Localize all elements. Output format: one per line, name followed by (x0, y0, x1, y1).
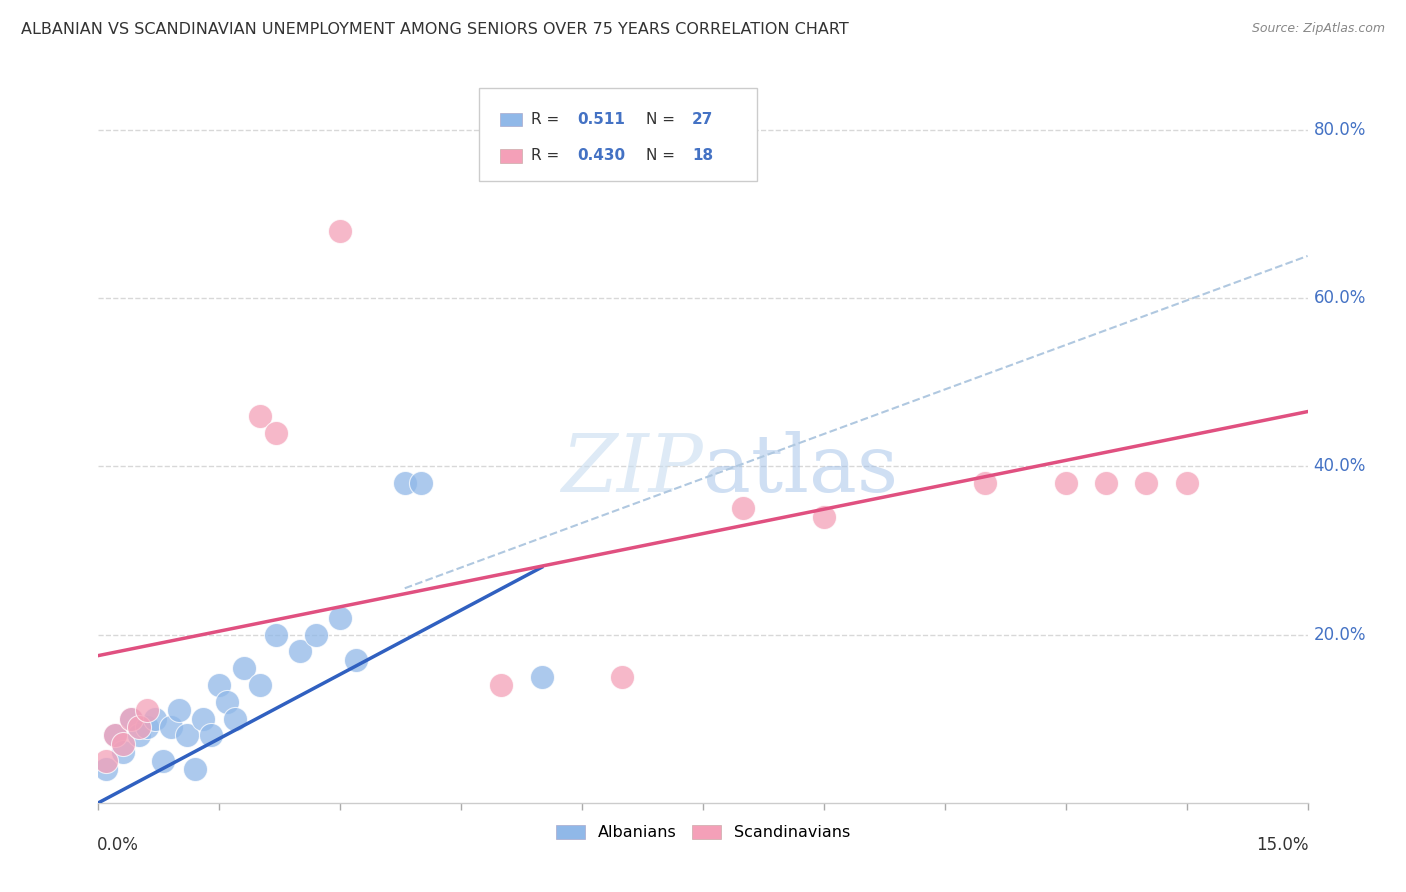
Text: R =: R = (531, 112, 564, 127)
Text: N =: N = (647, 148, 681, 163)
Text: 0.0%: 0.0% (97, 836, 139, 855)
FancyBboxPatch shape (479, 88, 758, 181)
Point (208, 678, 231, 692)
Point (232, 661, 254, 675)
Text: atlas: atlas (703, 431, 898, 508)
Point (103, 729, 125, 743)
Point (111, 745, 134, 759)
FancyBboxPatch shape (501, 112, 522, 126)
Text: 15.0%: 15.0% (1257, 836, 1309, 855)
Point (135, 703, 157, 717)
Point (167, 703, 190, 717)
Point (288, 644, 311, 658)
Point (152, 754, 174, 768)
Text: 80.0%: 80.0% (1313, 120, 1367, 139)
Point (111, 737, 134, 751)
Text: 0.430: 0.430 (578, 148, 626, 163)
Text: 60.0%: 60.0% (1313, 289, 1367, 307)
Point (217, 695, 239, 709)
Point (305, 627, 328, 641)
Point (249, 678, 271, 692)
Point (120, 712, 142, 726)
Point (128, 729, 150, 743)
Point (135, 720, 157, 734)
Point (329, 610, 352, 624)
Point (264, 425, 287, 440)
Text: ALBANIAN VS SCANDINAVIAN UNEMPLOYMENT AMONG SENIORS OVER 75 YEARS CORRELATION CH: ALBANIAN VS SCANDINAVIAN UNEMPLOYMENT AM… (21, 22, 849, 37)
Point (344, 653, 367, 667)
Text: 40.0%: 40.0% (1313, 458, 1367, 475)
Point (224, 712, 246, 726)
Point (1095, 476, 1118, 491)
Point (733, 501, 755, 516)
Point (1054, 476, 1077, 491)
Point (128, 720, 150, 734)
Point (394, 476, 416, 491)
Text: N =: N = (647, 112, 681, 127)
Text: 18: 18 (692, 148, 713, 163)
Point (409, 476, 432, 491)
FancyBboxPatch shape (501, 149, 522, 162)
Point (176, 729, 198, 743)
Text: 20.0%: 20.0% (1313, 625, 1367, 643)
Point (143, 712, 166, 726)
Point (200, 729, 222, 743)
Text: R =: R = (531, 148, 564, 163)
Point (329, 224, 352, 238)
Point (193, 712, 215, 726)
Point (120, 712, 142, 726)
Point (530, 670, 553, 684)
Point (1135, 476, 1157, 491)
Point (184, 762, 207, 776)
Text: 27: 27 (692, 112, 713, 127)
Text: 0.511: 0.511 (578, 112, 626, 127)
Point (612, 670, 634, 684)
Point (491, 678, 513, 692)
Point (96, 762, 118, 776)
Point (1175, 476, 1198, 491)
Point (813, 509, 835, 524)
Point (96, 754, 118, 768)
Text: ZIP: ZIP (561, 431, 703, 508)
Point (974, 476, 997, 491)
Point (249, 409, 271, 423)
Text: Source: ZipAtlas.com: Source: ZipAtlas.com (1251, 22, 1385, 36)
Point (103, 729, 125, 743)
Point (264, 627, 287, 641)
Point (160, 720, 183, 734)
Legend: Albanians, Scandinavians: Albanians, Scandinavians (550, 818, 856, 847)
